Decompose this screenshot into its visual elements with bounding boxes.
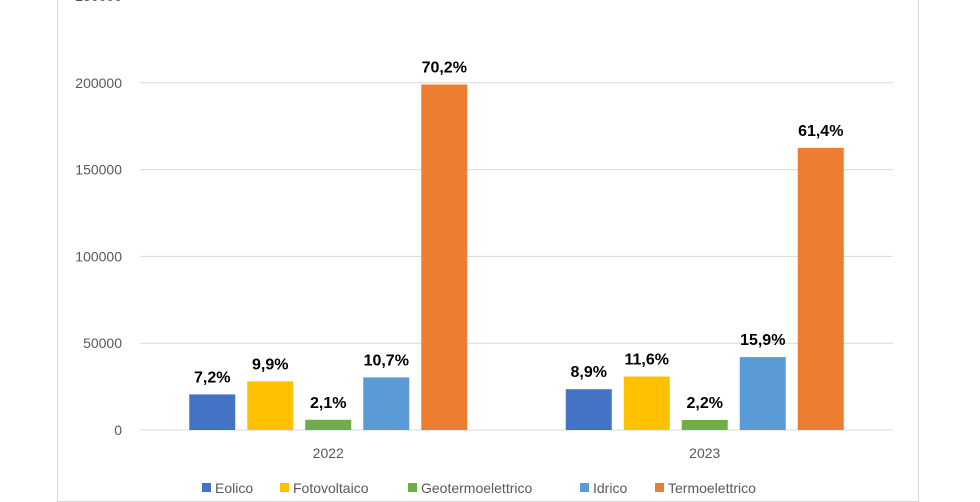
bars xyxy=(189,84,844,430)
data-label: 11,6% xyxy=(625,352,669,369)
bar-idrico-2023 xyxy=(739,357,786,430)
x-category-label: 2022 xyxy=(313,445,344,461)
data-label: 2,1% xyxy=(310,395,346,412)
data-label: 8,9% xyxy=(571,364,607,381)
y-tick-label: 0 xyxy=(114,422,122,438)
y-tick-label: 100000 xyxy=(75,248,122,264)
legend-label: Termoelettrico xyxy=(668,480,756,496)
bar-eolico-2022 xyxy=(189,394,236,430)
legend-swatch xyxy=(202,483,211,492)
bar-geotermoelettrico-2022 xyxy=(305,419,352,430)
legend-label: Idrico xyxy=(593,480,627,496)
data-label: 61,4% xyxy=(798,123,843,140)
legend-label: Geotermoelettrico xyxy=(421,480,532,496)
y-axis-ticks: 0 50000 100000 150000 200000 250000 xyxy=(75,0,122,438)
y-tick-label: 50000 xyxy=(83,335,122,351)
legend-swatch xyxy=(580,483,589,492)
bar-eolico-2023 xyxy=(565,389,612,430)
data-label: 10,7% xyxy=(364,352,409,369)
data-label: 9,9% xyxy=(252,356,288,373)
legend-item-eolico: Eolico xyxy=(202,480,253,496)
legend-swatch xyxy=(280,483,289,492)
bar-fotovoltaico-2022 xyxy=(247,381,294,430)
data-label: 7,2% xyxy=(194,369,230,386)
legend-label: Fotovoltaico xyxy=(293,480,369,496)
legend-swatch xyxy=(408,483,417,492)
x-axis-categories: 2022 2023 xyxy=(313,445,721,461)
bar-termoelettrico-2023 xyxy=(797,147,844,430)
data-label: 70,2% xyxy=(422,60,467,77)
data-label: 15,9% xyxy=(740,332,785,349)
y-tick-label: 250000 xyxy=(75,0,122,4)
y-tick-label: 200000 xyxy=(75,75,122,91)
legend-label: Eolico xyxy=(215,480,253,496)
bar-idrico-2022 xyxy=(363,377,410,430)
legend-swatch xyxy=(655,483,664,492)
legend-item-termoelettrico: Termoelettrico xyxy=(655,480,756,496)
data-labels: 7,2% 9,9% 2,1% 10,7% 70,2% 8,9% 11,6% 2,2% 15,9%… xyxy=(194,60,843,412)
bar-fotovoltaico-2023 xyxy=(623,376,670,430)
y-tick-label: 150000 xyxy=(75,162,122,178)
bar-termoelettrico-2022 xyxy=(421,84,468,430)
data-label: 2,2% xyxy=(687,395,723,412)
legend-item-fotovoltaico: Fotovoltaico xyxy=(280,480,369,496)
legend-item-geotermoelettrico: Geotermoelettrico xyxy=(408,480,532,496)
legend-item-idrico: Idrico xyxy=(580,480,627,496)
x-category-label: 2023 xyxy=(689,445,720,461)
legend: Eolico Fotovoltaico Geotermoelettrico Idric… xyxy=(202,480,756,496)
bar-geotermoelettrico-2023 xyxy=(681,419,728,430)
